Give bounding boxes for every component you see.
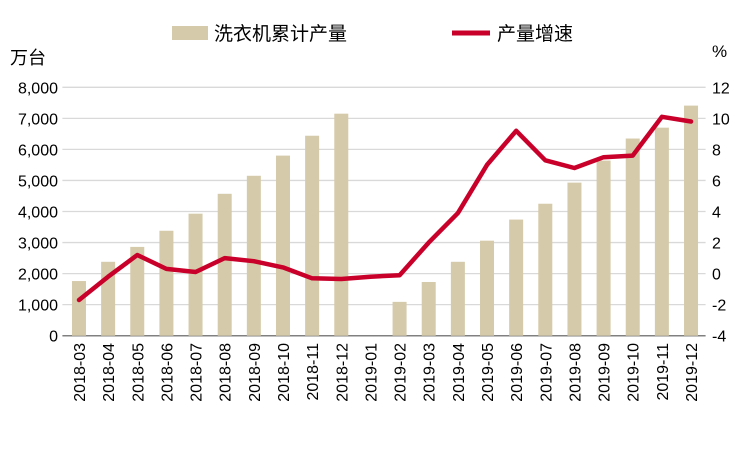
left-tick-label: 2,000 [18,267,58,284]
x-tick-label: 2019-08 [567,343,584,402]
x-tick-label: 2018-09 [247,343,264,402]
bar [509,220,523,336]
x-tick-label: 2018-11 [305,343,322,401]
left-tick-label: 8,000 [18,80,58,97]
x-tick-label: 2018-03 [72,343,89,402]
bar [480,241,494,336]
x-tick-label: 2019-10 [626,343,643,402]
bar [655,128,669,336]
x-tick-label: 2018-04 [101,343,118,402]
left-tick-label: 0 [49,329,58,346]
legend-bar-swatch [172,26,208,40]
x-tick-label: 2018-10 [276,343,293,402]
bar [567,183,581,336]
bar [276,156,290,336]
x-tick-label: 2019-01 [363,343,380,402]
bar [159,231,173,336]
bar [626,139,640,336]
legend: 洗衣机累计产量 产量增速 [172,23,573,45]
bar [72,281,86,336]
bar-series [72,106,698,336]
x-tick-label: 2019-06 [509,343,526,402]
bar [218,194,232,336]
bar [451,262,465,336]
x-tick-label: 2019-05 [480,343,497,402]
right-tick-label: 4 [712,205,721,222]
x-tick-label: 2019-04 [451,343,468,402]
x-tick-label: 2018-05 [130,343,147,402]
left-axis-unit: 万台 [10,48,46,68]
right-tick-label: -2 [712,298,726,315]
left-tick-label: 1,000 [18,298,58,315]
x-axis-ticks: 2018-03 2018-04 2018-05 2018-06 2018-07 2018-… [72,343,701,402]
left-axis-ticks: 0 1,000 2,000 3,000 4,000 5,000 6,000 7,000 8,00… [18,80,58,345]
bar [538,204,552,336]
right-tick-label: 12 [712,80,730,97]
legend-line-label: 产量增速 [497,23,573,45]
x-tick-label: 2019-02 [393,343,410,402]
right-tick-label: 10 [712,111,730,128]
right-tick-label: -4 [712,329,726,346]
x-tick-label: 2018-08 [218,343,235,402]
left-tick-label: 5,000 [18,173,58,190]
right-axis-unit: % [712,42,727,61]
x-tick-label: 2019-12 [684,343,701,402]
x-tick-label: 2019-09 [597,343,614,402]
bar [422,282,436,336]
bar [684,106,698,336]
right-tick-label: 6 [712,173,721,190]
bar [393,302,407,336]
x-tick-label: 2019-07 [538,343,555,402]
left-tick-label: 7,000 [18,111,58,128]
right-tick-label: 2 [712,236,721,253]
right-tick-label: 8 [712,142,721,159]
x-tick-label: 2018-06 [159,343,176,402]
bar [189,214,203,336]
left-tick-label: 3,000 [18,236,58,253]
bar [247,176,261,336]
x-tick-label: 2019-11 [655,343,672,401]
bar [334,114,348,336]
legend-bar-label: 洗衣机累计产量 [214,23,347,45]
left-tick-label: 6,000 [18,142,58,159]
x-tick-label: 2018-07 [189,343,206,402]
x-tick-label: 2018-12 [334,343,351,402]
bar [305,136,319,336]
right-axis-ticks: -4 -2 0 2 4 6 8 10 12 [712,80,730,345]
bar [597,161,611,336]
left-tick-label: 4,000 [18,205,58,222]
x-tick-label: 2019-03 [422,343,439,402]
right-tick-label: 0 [712,267,721,284]
